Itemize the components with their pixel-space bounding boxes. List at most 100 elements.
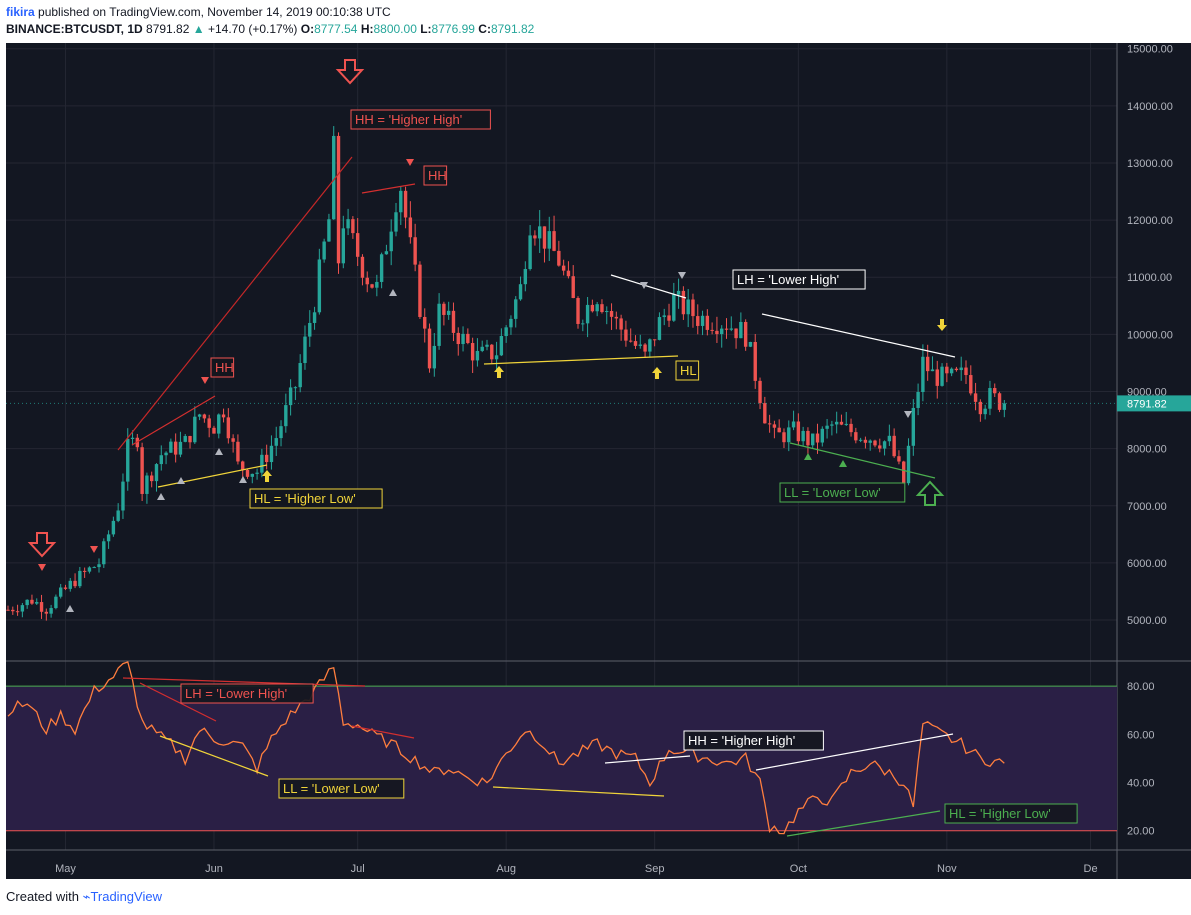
rsi-axis-tick-label: 40.00 bbox=[1127, 778, 1155, 790]
author-link[interactable]: fikira bbox=[6, 5, 35, 19]
candle bbox=[514, 296, 518, 328]
candle bbox=[197, 413, 202, 421]
candle bbox=[490, 344, 494, 365]
rsi-axis-tick-label: 20.00 bbox=[1127, 826, 1155, 838]
candle-body bbox=[11, 609, 15, 612]
candle bbox=[873, 439, 877, 448]
candle bbox=[82, 567, 87, 578]
time-axis-tick-label: May bbox=[55, 863, 76, 875]
candle bbox=[657, 312, 662, 341]
candle-body bbox=[585, 304, 590, 324]
candle bbox=[322, 238, 326, 263]
candle-body bbox=[111, 520, 116, 535]
candle bbox=[767, 414, 772, 433]
candle bbox=[399, 186, 403, 225]
candle-body bbox=[696, 316, 700, 326]
candle-body bbox=[260, 454, 264, 473]
candle-body bbox=[384, 251, 389, 255]
rsi-annotation-ll: LL = 'Lower Low' bbox=[278, 778, 405, 799]
candle-body bbox=[873, 440, 877, 446]
symbol-info: BINANCE:BTCUSDT, 1D 8791.82 ▲ +14.70 (+0… bbox=[6, 22, 534, 36]
tradingview-brand[interactable]: TradingView bbox=[90, 889, 162, 904]
candle bbox=[878, 438, 882, 453]
pivot-high-triangle bbox=[201, 377, 209, 384]
price-change: +14.70 (+0.17%) bbox=[207, 22, 298, 36]
candle-body bbox=[959, 367, 963, 371]
candle bbox=[255, 468, 259, 480]
candle-body bbox=[657, 317, 662, 340]
candle bbox=[193, 406, 197, 444]
candle-body bbox=[355, 233, 360, 257]
candle bbox=[446, 301, 451, 320]
footer: Created with ⌁TradingView bbox=[6, 889, 162, 905]
candle-body bbox=[279, 426, 283, 439]
candle-body bbox=[988, 388, 992, 409]
rsi-annotation-hl-text: HL = 'Higher Low' bbox=[949, 806, 1051, 821]
last-price: 8791.82 bbox=[146, 22, 190, 36]
candle bbox=[116, 503, 120, 523]
candle-body bbox=[164, 452, 168, 456]
trend-line-white bbox=[610, 274, 687, 299]
candle-body bbox=[777, 427, 781, 433]
small-up-arrow-icon bbox=[494, 366, 504, 378]
candle bbox=[183, 434, 187, 443]
candle bbox=[250, 473, 254, 484]
candle-body bbox=[753, 341, 757, 381]
candle bbox=[973, 382, 978, 411]
candle-body bbox=[485, 344, 489, 347]
tradingview-logo-icon[interactable]: ⌁ bbox=[82, 889, 91, 904]
candle bbox=[130, 430, 135, 446]
candle-body bbox=[408, 217, 413, 238]
candle bbox=[916, 383, 920, 416]
rsi-axis-tick-label: 80.00 bbox=[1127, 681, 1155, 693]
high-value: 8800.00 bbox=[373, 22, 417, 36]
rsi-annotation-hh-text: HH = 'Higher High' bbox=[688, 733, 795, 748]
candle bbox=[854, 427, 858, 444]
rsi-band bbox=[6, 686, 1117, 831]
candle bbox=[317, 248, 322, 315]
candle-body bbox=[902, 461, 906, 484]
annotation-hh-small-text: HH bbox=[428, 168, 447, 183]
candle bbox=[207, 414, 211, 438]
candle bbox=[969, 365, 973, 396]
candle bbox=[418, 261, 422, 319]
candle bbox=[408, 201, 413, 244]
candle-body bbox=[772, 424, 777, 428]
candle bbox=[30, 594, 34, 605]
chart-canvas[interactable]: 5000.006000.007000.008000.009000.0010000… bbox=[0, 42, 1191, 882]
candle bbox=[78, 566, 82, 589]
candle bbox=[954, 366, 959, 372]
annotation-hl-small: HL bbox=[675, 360, 700, 381]
candle-body bbox=[662, 315, 666, 318]
price-axis-tick-label: 5000.00 bbox=[1127, 615, 1167, 627]
symbol-name[interactable]: BINANCE:BTCUSDT, 1D bbox=[6, 22, 143, 36]
candle bbox=[820, 426, 824, 447]
candle-body bbox=[494, 355, 499, 360]
candle-body bbox=[169, 441, 173, 453]
candle-body bbox=[480, 346, 484, 351]
candle-body bbox=[830, 424, 834, 426]
candle bbox=[432, 333, 437, 377]
candle-body bbox=[509, 318, 513, 328]
candle bbox=[801, 426, 805, 446]
candle bbox=[561, 259, 566, 276]
candle bbox=[466, 328, 470, 345]
candle-body bbox=[327, 219, 331, 242]
candle bbox=[940, 363, 944, 387]
candle bbox=[882, 440, 887, 456]
candle-body bbox=[236, 441, 240, 462]
candle bbox=[111, 516, 116, 537]
candle-body bbox=[691, 299, 695, 317]
candle bbox=[911, 399, 916, 456]
candle-body bbox=[25, 599, 29, 606]
candle-body bbox=[681, 290, 686, 315]
candle bbox=[834, 411, 839, 434]
candle-body bbox=[710, 329, 714, 331]
candle-body bbox=[844, 423, 848, 425]
candle bbox=[930, 356, 935, 372]
candle bbox=[346, 208, 350, 236]
price-axis-tick-label: 6000.00 bbox=[1127, 558, 1167, 570]
candle bbox=[993, 383, 997, 398]
candle bbox=[11, 606, 15, 615]
candle bbox=[806, 427, 810, 456]
